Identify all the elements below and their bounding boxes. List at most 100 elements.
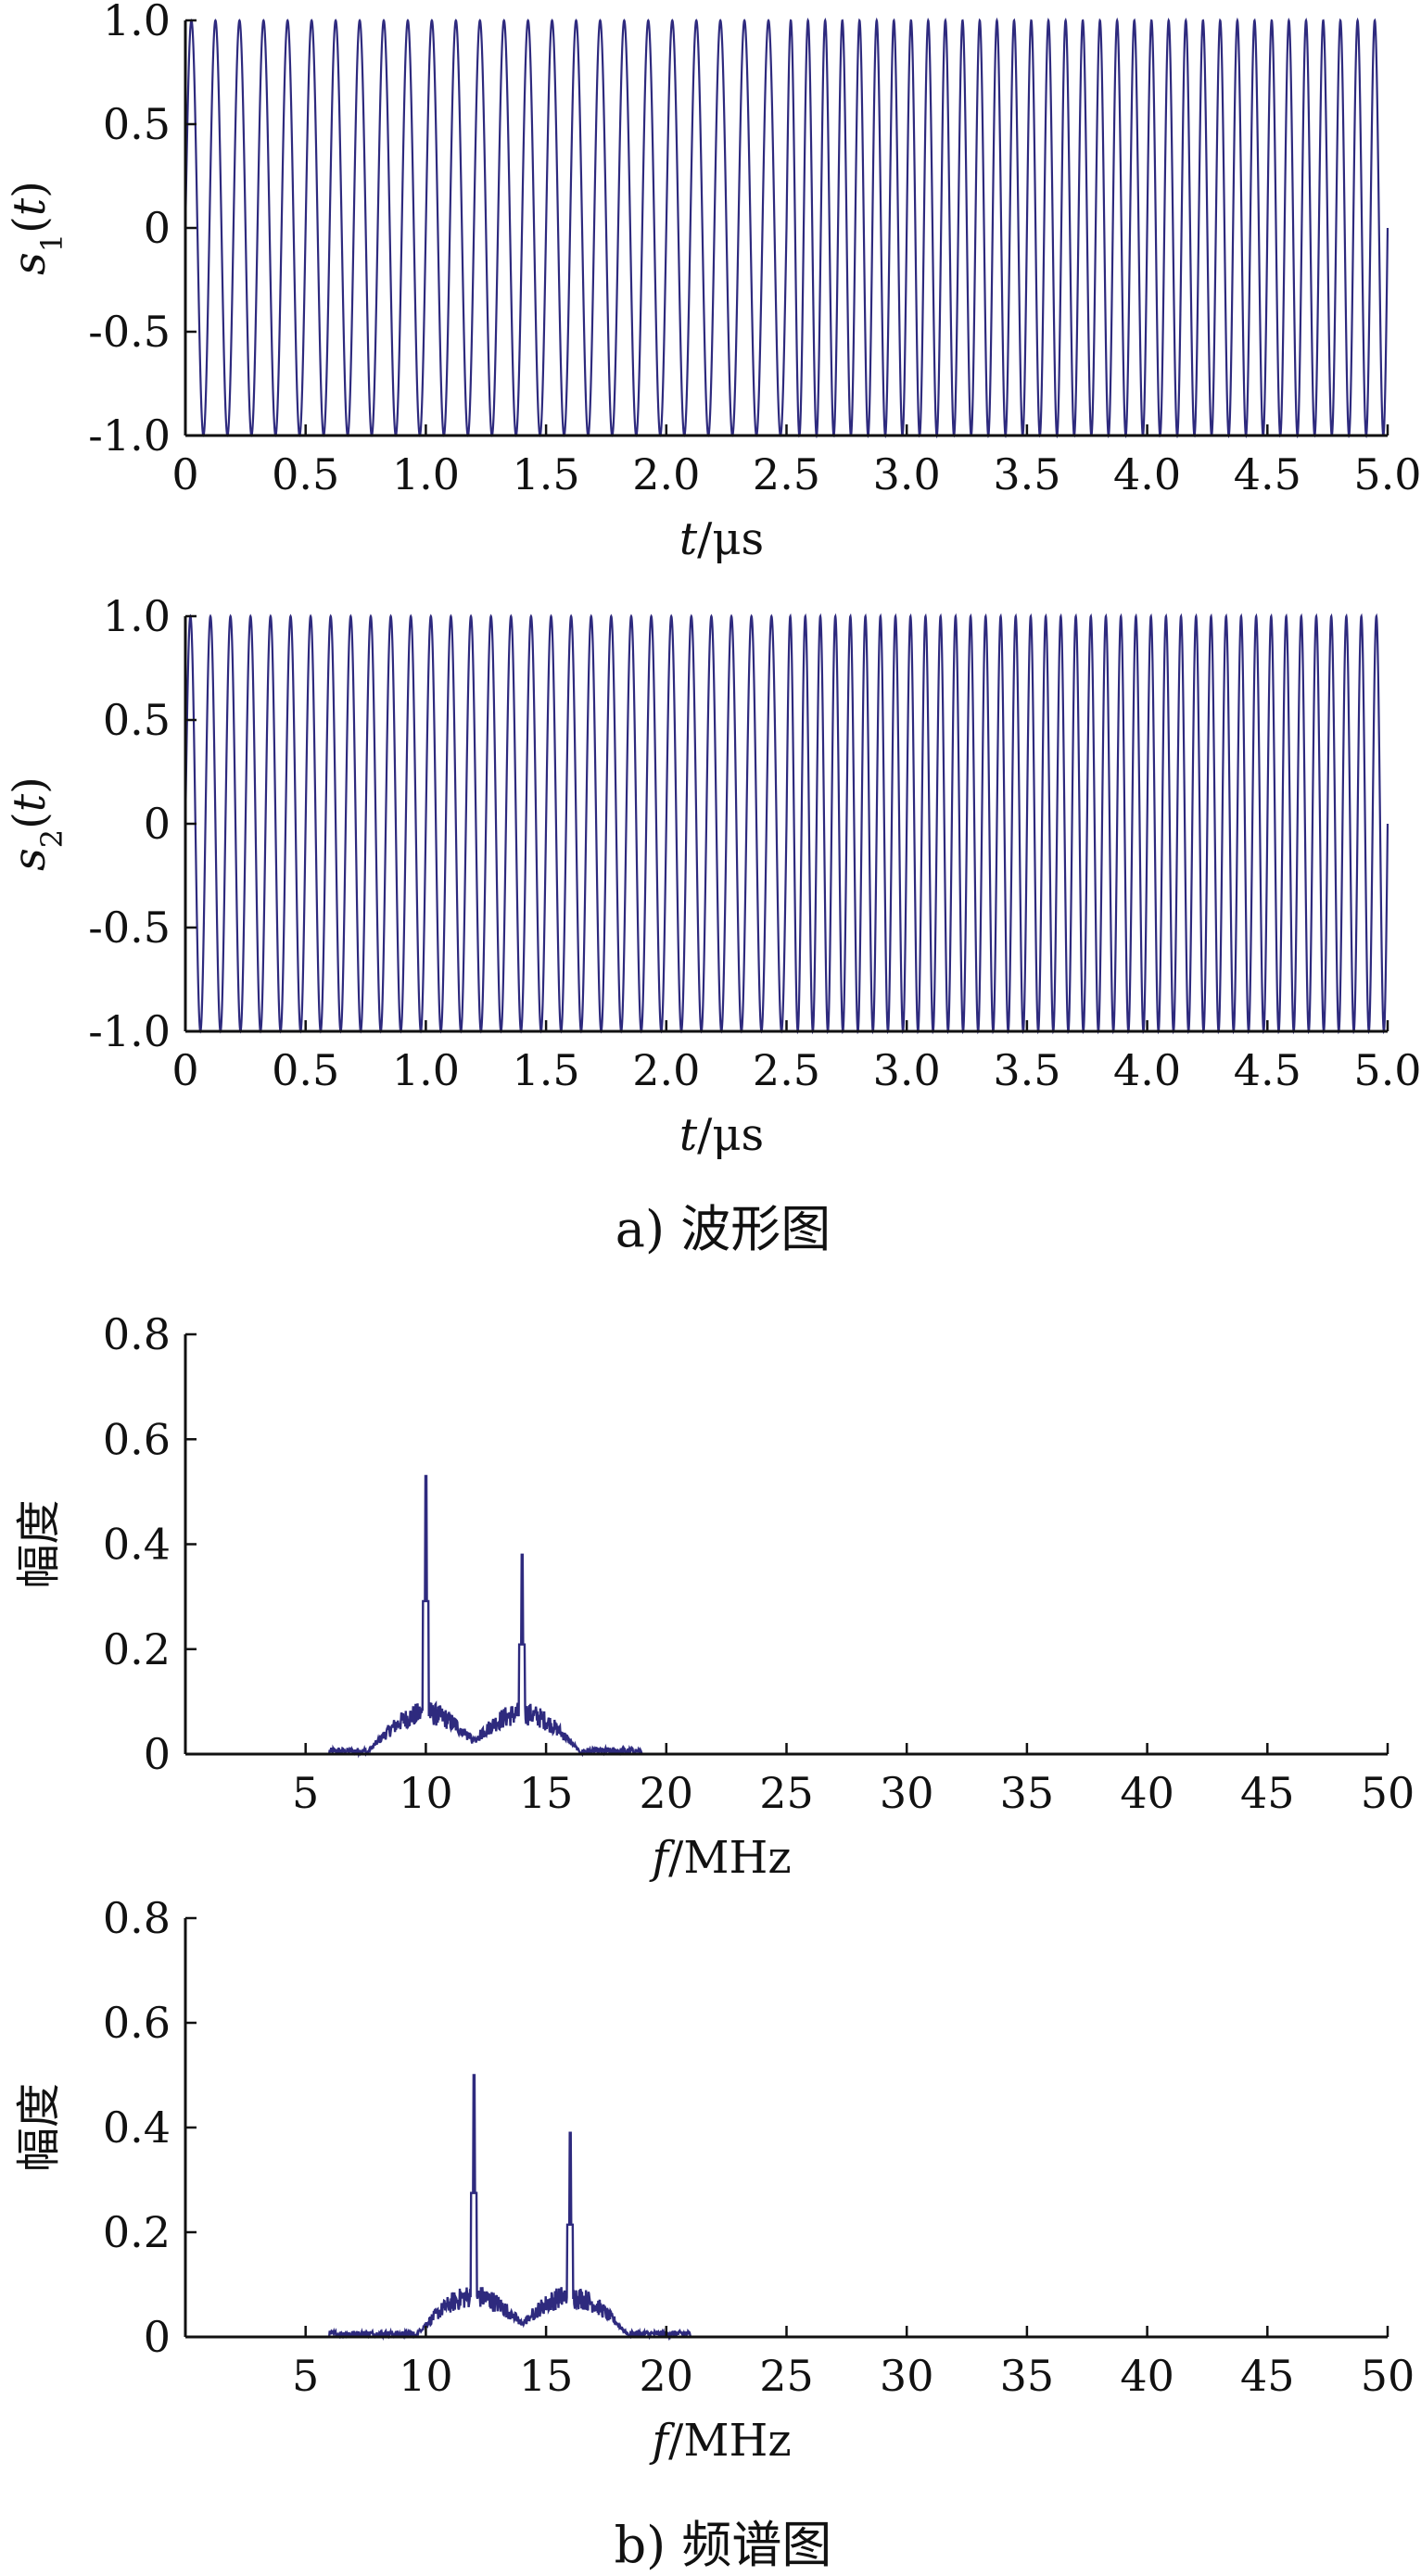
x-tick-label: 45: [1240, 2351, 1295, 2401]
x-tick-label: 25: [759, 1768, 814, 1818]
chart-4: 5 10 15 20 25 30 35 40 45 50 0.8 0.6 0.4 0.2 0 f/MHz 幅度: [13, 1893, 1415, 2467]
x-tick-label: 1.0: [392, 1045, 460, 1095]
x-tick-label: 40: [1120, 2351, 1174, 2401]
caption-a: a) 波形图: [615, 1200, 831, 1258]
y-tick-label: -0.5: [88, 307, 171, 357]
x-tick-label: 5: [292, 2351, 319, 2401]
x-axis-label-unit: /μs: [697, 513, 764, 565]
x-tick-label: 3.5: [993, 449, 1060, 499]
series-line: [184, 612, 1389, 1035]
x-axis-label: f/MHz: [649, 2415, 791, 2467]
y-tick-label: 0.6: [103, 1414, 171, 1464]
x-tick-label: 4.0: [1113, 449, 1181, 499]
y-tick-label: 0.2: [103, 1624, 171, 1674]
x-axis-label: f/MHz: [649, 1832, 791, 1884]
x-tick-label: 4.5: [1234, 449, 1301, 499]
x-tick-label: 3.5: [993, 1045, 1060, 1095]
x-tick-label: 0: [171, 449, 198, 499]
y-tick-label: 1.0: [103, 591, 171, 641]
y-axis-label-text: 幅度: [13, 2083, 65, 2172]
y-tick-label: 0: [144, 1729, 171, 1779]
y-axis-label-symbol: s: [4, 252, 56, 275]
x-tick-label: 1.5: [513, 449, 580, 499]
x-tick-label: 25: [759, 2351, 814, 2401]
y-axis-label-symbol: s: [4, 848, 56, 871]
y-tick-label: -1.0: [88, 1006, 171, 1056]
x-tick-label: 2.0: [632, 449, 700, 499]
y-axis-label: s2(t): [4, 777, 70, 871]
charts-group: 0 0.5 1.0 1.5 2.0 2.5 3.0 3.5 4.0 4.5 5.0 1.0 0.5 0 -0…: [4, 0, 1421, 2467]
series-line: [209, 1474, 1388, 1759]
x-tick-label: 5.0: [1353, 449, 1421, 499]
x-tick-label: 1.0: [392, 449, 460, 499]
x-tick-label: 10: [399, 2351, 453, 2401]
y-axis-label: 幅度: [13, 2083, 65, 2172]
x-tick-label: 5.0: [1353, 1045, 1421, 1095]
x-tick-label: 35: [1000, 2351, 1055, 2401]
x-tick-label: 30: [880, 2351, 934, 2401]
x-tick-label: 4.5: [1234, 1045, 1301, 1095]
y-axis-label-paren-close: ): [4, 777, 56, 794]
x-tick-label: 0.5: [272, 449, 339, 499]
x-tick-label: 15: [519, 1768, 574, 1818]
y-tick-label: 0: [144, 203, 171, 253]
y-axis-label: s1(t): [4, 181, 70, 275]
y-axis-label-text: 幅度: [13, 1499, 65, 1588]
x-axis-label: t/μs: [679, 1109, 764, 1161]
x-tick-label: 3.0: [873, 449, 941, 499]
chart-2: 0 0.5 1.0 1.5 2.0 2.5 3.0 3.5 4.0 4.5 5.0 1.0 0.5 0 -0…: [4, 591, 1421, 1161]
x-tick-label: 50: [1361, 2351, 1415, 2401]
x-tick-label: 20: [640, 2351, 694, 2401]
series-line: [184, 17, 1389, 439]
x-axis-label-unit: /MHz: [668, 1832, 791, 1884]
y-axis-label-subscript: 2: [34, 829, 70, 848]
x-tick-label: 3.0: [873, 1045, 941, 1095]
y-tick-label: -0.5: [88, 903, 171, 953]
x-axis-label-unit: /MHz: [668, 2415, 791, 2467]
y-axis-label-subscript: 1: [34, 234, 70, 252]
y-tick-label: 0: [144, 799, 171, 849]
x-tick-label: 4.0: [1113, 1045, 1181, 1095]
y-axis-label-paren-open: (: [4, 812, 56, 829]
x-tick-label: 2.0: [632, 1045, 700, 1095]
x-axis-label-unit: /μs: [697, 1109, 764, 1161]
x-axis-label-var: t: [679, 1109, 698, 1161]
x-axis-label: t/μs: [679, 513, 764, 565]
x-tick-label: 0.5: [272, 1045, 339, 1095]
y-tick-label: 0.2: [103, 2207, 171, 2257]
x-tick-label: 0: [171, 1045, 198, 1095]
y-axis-label-paren-open: (: [4, 216, 56, 234]
x-tick-label: 5: [292, 1768, 319, 1818]
y-tick-label: 1.0: [103, 0, 171, 45]
caption-b: b) 频谱图: [615, 2516, 832, 2574]
chart-1: 0 0.5 1.0 1.5 2.0 2.5 3.0 3.5 4.0 4.5 5.0 1.0 0.5 0 -0…: [4, 0, 1421, 565]
x-tick-label: 35: [1000, 1768, 1055, 1818]
series-line: [209, 2074, 1388, 2342]
y-tick-label: 0.4: [103, 2102, 171, 2153]
x-tick-label: 10: [399, 1768, 453, 1818]
y-tick-label: 0.8: [103, 1309, 171, 1359]
y-axis-label-arg: t: [4, 197, 56, 216]
y-tick-label: 0.6: [103, 1998, 171, 2048]
y-tick-label: -1.0: [88, 410, 171, 461]
y-axis-label: 幅度: [13, 1499, 65, 1588]
chart-3: 5 10 15 20 25 30 35 40 45 50 0.8 0.6 0.4 0.2 0 f/MHz 幅度: [13, 1309, 1415, 1884]
x-tick-label: 20: [640, 1768, 694, 1818]
x-tick-label: 1.5: [513, 1045, 580, 1095]
y-tick-label: 0: [144, 2312, 171, 2362]
x-tick-label: 2.5: [753, 449, 820, 499]
x-tick-label: 40: [1120, 1768, 1174, 1818]
y-axis-label-paren-close: ): [4, 181, 56, 198]
x-tick-label: 50: [1361, 1768, 1415, 1818]
x-tick-label: 45: [1240, 1768, 1295, 1818]
y-tick-label: 0.4: [103, 1520, 171, 1570]
x-tick-label: 15: [519, 2351, 574, 2401]
x-tick-label: 30: [880, 1768, 934, 1818]
x-tick-label: 2.5: [753, 1045, 820, 1095]
y-tick-label: 0.8: [103, 1893, 171, 1943]
x-axis-label-var: t: [679, 513, 698, 565]
y-tick-label: 0.5: [103, 99, 171, 149]
y-axis-label-arg: t: [4, 793, 56, 812]
y-tick-label: 0.5: [103, 695, 171, 745]
